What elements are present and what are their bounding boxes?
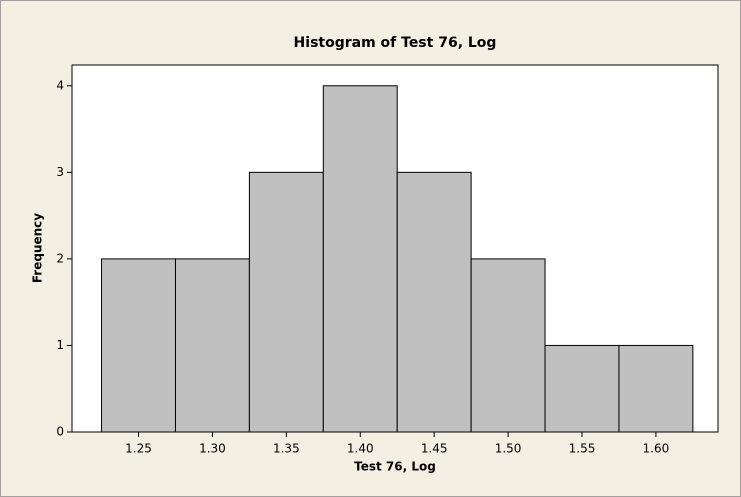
y-tick-label: 0 bbox=[56, 425, 64, 439]
x-axis-label: Test 76, Log bbox=[354, 460, 436, 474]
x-tick-label: 1.25 bbox=[125, 442, 152, 456]
bar bbox=[322, 85, 398, 433]
x-tick-label: 1.55 bbox=[569, 442, 596, 456]
bar bbox=[618, 344, 694, 433]
x-tick-label: 1.50 bbox=[495, 442, 522, 456]
chart-title: Histogram of Test 76, Log bbox=[294, 35, 497, 51]
x-tick-label: 1.60 bbox=[643, 442, 670, 456]
y-tick-label: 2 bbox=[56, 251, 64, 265]
x-tick-label: 1.45 bbox=[421, 442, 448, 456]
bar bbox=[470, 258, 546, 433]
y-tick-label: 3 bbox=[56, 165, 64, 179]
bar bbox=[248, 171, 324, 433]
y-tick-label: 1 bbox=[56, 338, 64, 352]
x-tick-label: 1.30 bbox=[199, 442, 226, 456]
y-tick-label: 4 bbox=[56, 78, 64, 92]
x-tick-label: 1.35 bbox=[273, 442, 300, 456]
y-axis-label: Frequency bbox=[31, 213, 45, 283]
bar bbox=[544, 344, 620, 433]
bar bbox=[101, 258, 176, 433]
bar bbox=[174, 258, 250, 433]
x-tick-label: 1.40 bbox=[347, 442, 374, 456]
bar bbox=[396, 171, 472, 433]
